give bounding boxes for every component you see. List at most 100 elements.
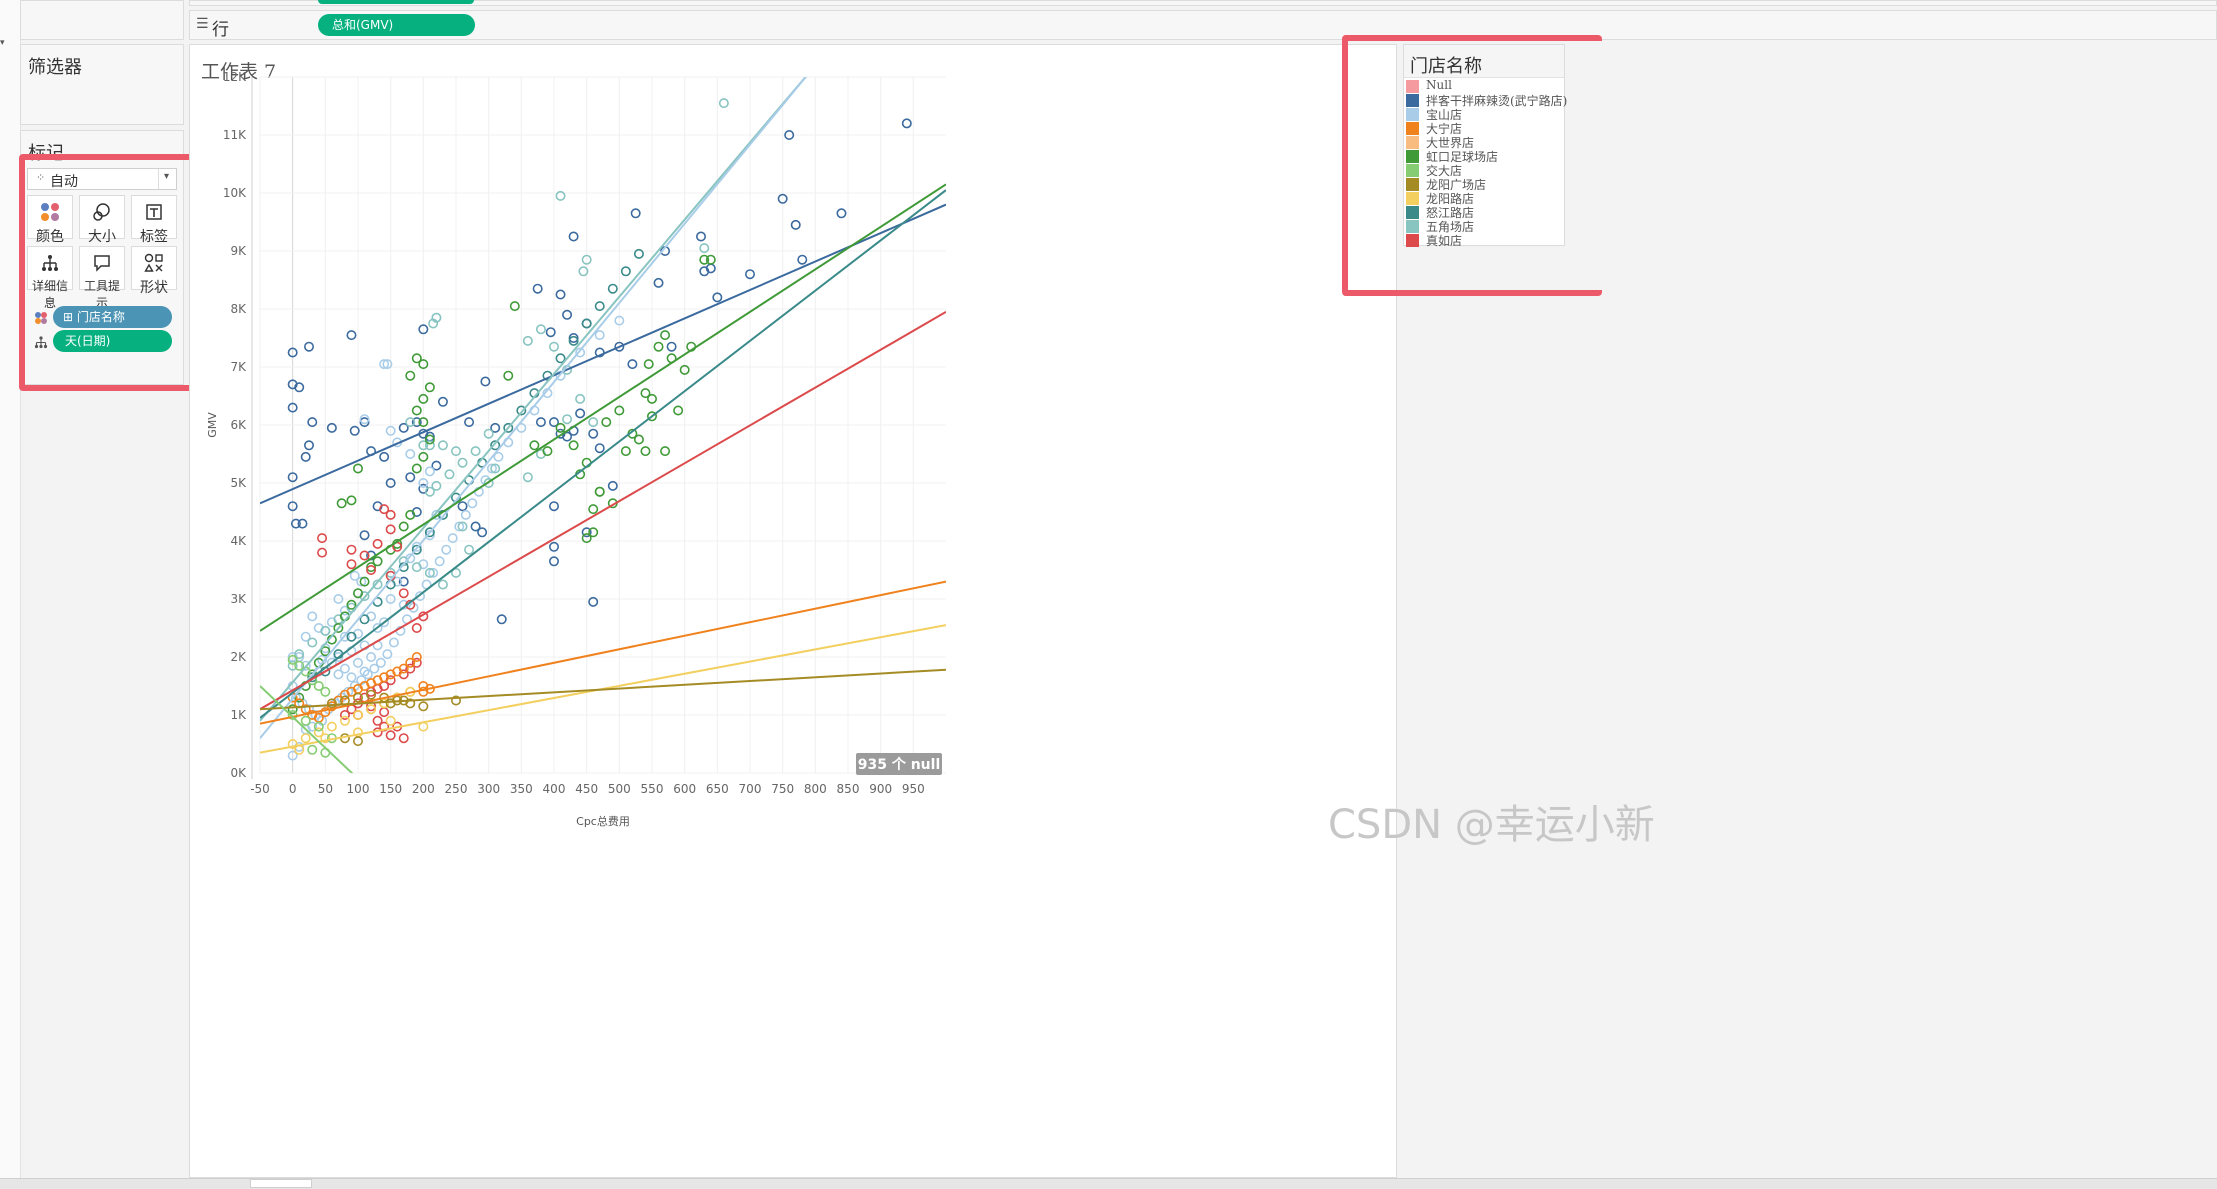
worksheet-view[interactable]: 工作表 7 -50 0 50 100 150 200 250 300 350 400 450 500 5… <box>189 44 1397 1178</box>
legend-swatch <box>1406 94 1419 107</box>
watermark-text: CSDN @幸运小新 <box>1328 802 1655 848</box>
color-encoding-icon <box>34 310 48 329</box>
legend-swatch <box>1406 108 1419 121</box>
data-point <box>578 266 589 277</box>
data-point <box>640 446 651 457</box>
scatter-chart[interactable]: -50 0 50 100 150 200 250 300 350 400 450 500 550 600 6… <box>190 45 1396 1177</box>
data-point <box>379 451 390 462</box>
data-point <box>562 309 573 320</box>
data-point <box>548 341 559 352</box>
null-indicator-badge <box>856 753 942 775</box>
trend-line <box>260 685 354 773</box>
pill-store-name[interactable]: ⊞ 门店名称 <box>53 306 172 328</box>
data-point <box>411 405 422 416</box>
data-point <box>470 446 481 457</box>
pill-day-date[interactable]: 天(日期) <box>53 330 172 352</box>
data-point <box>594 486 605 497</box>
data-point <box>548 417 559 428</box>
data-point <box>346 599 357 610</box>
data-point <box>353 463 364 474</box>
data-point <box>548 541 559 552</box>
data-point <box>457 501 468 512</box>
legend-item-label: 拌客干拌麻辣烫(武宁路店) <box>1426 94 1568 108</box>
data-point <box>339 663 350 674</box>
data-point <box>434 556 445 567</box>
data-point <box>339 709 350 720</box>
legend-item-label: 怒江路店 <box>1426 206 1475 220</box>
y-tick-label: 7K <box>230 360 247 374</box>
size-button[interactable]: 大小 <box>79 195 125 245</box>
x-tick-label: 150 <box>379 782 402 796</box>
data-point <box>398 422 409 433</box>
data-point <box>542 446 553 457</box>
shape-button[interactable]: 形状 <box>131 246 177 296</box>
shape-icon <box>132 253 176 279</box>
data-point <box>411 562 422 573</box>
data-point <box>287 347 298 358</box>
color-icon <box>28 202 72 228</box>
data-point <box>646 411 657 422</box>
x-axis-title: Cpc总费用 <box>576 814 630 828</box>
collapse-arrow-icon[interactable]: ▾ <box>0 38 5 48</box>
detail-icon <box>28 253 72 279</box>
label-button[interactable]: 标签 <box>131 195 177 245</box>
data-point <box>304 341 315 352</box>
data-point <box>529 440 540 451</box>
tooltip-button[interactable]: 工具提示 <box>79 246 125 310</box>
data-point <box>516 405 527 416</box>
x-tick-label: 300 <box>477 782 500 796</box>
data-point <box>490 422 501 433</box>
color-button-label: 颜色 <box>36 229 64 245</box>
chevron-down-icon: ▾ <box>164 171 170 182</box>
y-tick-label: 6K <box>230 418 247 432</box>
data-point <box>555 422 566 433</box>
legend-card[interactable]: 门店名称 Null 拌客干拌麻辣烫(武宁路店) 宝山店 大宁店 大世界店 虹口足球场店 交大… <box>1403 44 1568 248</box>
data-point <box>379 617 390 628</box>
data-point <box>300 660 311 671</box>
data-point <box>366 562 377 573</box>
data-point <box>307 417 318 428</box>
color-button[interactable]: 颜色 <box>27 195 73 245</box>
data-point <box>411 541 422 552</box>
y-axis-title: GMV <box>206 412 219 438</box>
data-point <box>503 422 514 433</box>
columns-shelf-stub <box>189 0 2217 6</box>
detail-button[interactable]: 详细信息 <box>27 246 73 310</box>
data-point <box>317 547 328 558</box>
data-point <box>294 382 305 393</box>
data-point <box>366 564 377 575</box>
data-point <box>379 721 390 732</box>
data-point <box>424 486 435 497</box>
dropdown-divider <box>158 169 159 189</box>
label-button-label: 标签 <box>140 229 168 245</box>
data-point <box>418 359 429 370</box>
data-point <box>418 451 429 462</box>
data-point <box>287 402 298 413</box>
legend-swatch <box>1406 206 1419 219</box>
data-point <box>369 663 380 674</box>
x-tick-label: 50 <box>318 782 333 796</box>
active-sheet-tab[interactable] <box>250 1179 312 1188</box>
data-point <box>695 231 706 242</box>
legend-item-list: Null 拌客干拌麻辣烫(武宁路店) 宝山店 大宁店 大世界店 虹口足球场店 交大店 龙阳广场… <box>1406 78 1568 248</box>
sheet-tab-bar[interactable] <box>0 1178 2217 1189</box>
data-point <box>594 443 605 454</box>
x-tick-label: 850 <box>837 782 860 796</box>
legend-swatch <box>1406 164 1419 177</box>
data-point <box>630 208 641 219</box>
data-point <box>346 330 357 341</box>
data-point <box>379 504 390 515</box>
data-point <box>405 657 416 668</box>
data-point <box>490 440 501 451</box>
data-point <box>411 463 422 474</box>
legend-item-label: 龙阳路店 <box>1426 192 1475 206</box>
mark-type-dropdown[interactable]: ⁘ 自动 ▾ <box>27 168 177 190</box>
filters-card[interactable]: 筛选器 <box>20 44 184 125</box>
data-point <box>346 495 357 506</box>
data-point <box>353 588 364 599</box>
columns-pill-partial[interactable] <box>318 0 474 4</box>
data-point <box>555 289 566 300</box>
data-point <box>424 567 435 578</box>
rows-pill-gmv[interactable]: 总和(GMV) <box>318 14 475 36</box>
legend-swatch <box>1406 122 1419 135</box>
